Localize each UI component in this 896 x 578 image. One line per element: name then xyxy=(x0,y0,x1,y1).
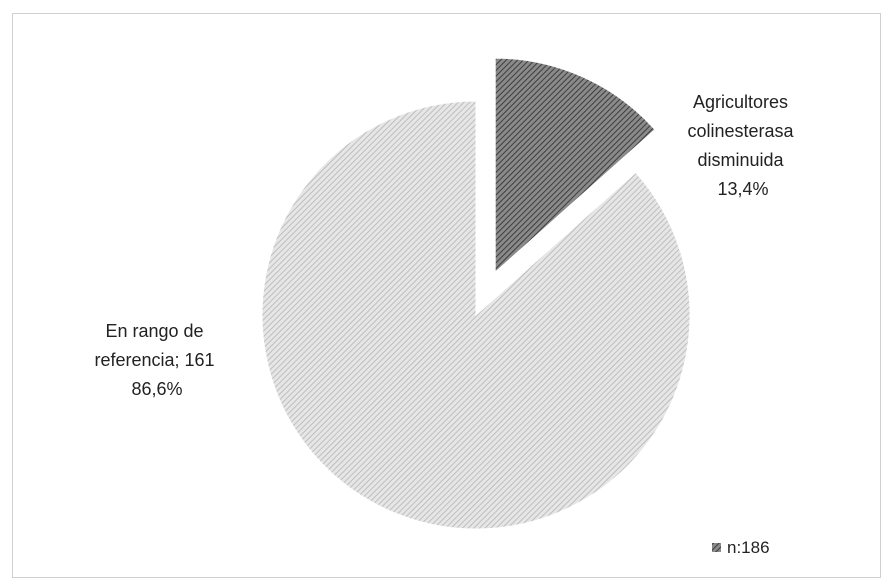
slice-label-en-rango: En rango de referencia; 161 86,6% xyxy=(94,321,219,399)
legend-swatch xyxy=(712,543,721,552)
slice-label-agricultores: Agricultores colinesterasa disminuida 13… xyxy=(687,92,798,199)
pie-slice-en-rango xyxy=(261,100,691,530)
legend-n-label: n:186 xyxy=(727,538,770,557)
pie-slice-agricultores xyxy=(494,57,656,274)
legend: n:186 xyxy=(712,538,770,557)
